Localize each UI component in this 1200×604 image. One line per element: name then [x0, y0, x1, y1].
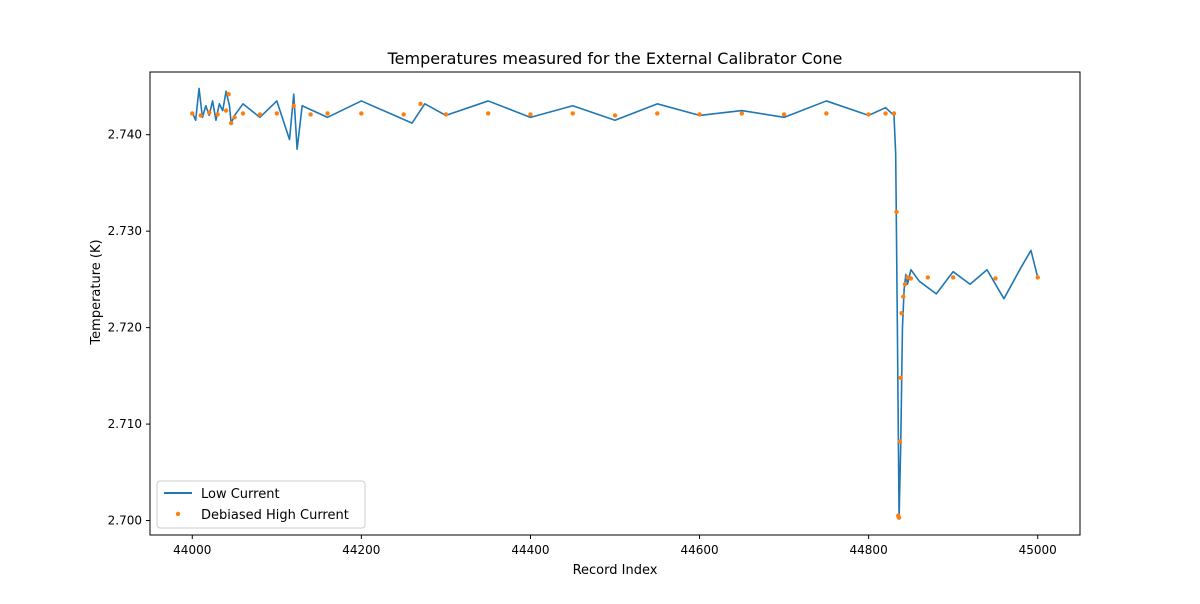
- data-point-debiased-high-current: [655, 111, 660, 116]
- data-point-debiased-high-current: [1035, 275, 1040, 280]
- data-point-debiased-high-current: [896, 515, 902, 520]
- data-point-debiased-high-current: [325, 111, 330, 116]
- x-tick-label: 44600: [680, 543, 718, 557]
- data-point-debiased-high-current: [401, 112, 406, 117]
- data-point-debiased-high-current: [228, 120, 234, 126]
- data-point-debiased-high-current: [781, 112, 787, 117]
- x-tick-label: 44800: [850, 543, 888, 557]
- plot-area: [190, 87, 1040, 520]
- data-point-debiased-high-current: [418, 101, 423, 107]
- data-point-debiased-high-current: [824, 111, 829, 116]
- data-point-debiased-high-current: [291, 103, 296, 108]
- data-point-debiased-high-current: [697, 112, 702, 117]
- data-point-debiased-high-current: [894, 209, 899, 215]
- y-tick-label: 2.700: [108, 514, 142, 528]
- data-point-debiased-high-current: [308, 112, 313, 117]
- data-point-debiased-high-current: [902, 282, 908, 287]
- data-point-debiased-high-current: [198, 113, 203, 118]
- data-point-debiased-high-current: [257, 112, 263, 117]
- legend-swatch-debiased-high-current: [175, 511, 181, 517]
- y-axis-label: Temperature (K): [89, 239, 104, 345]
- data-point-debiased-high-current: [226, 91, 231, 97]
- data-point-debiased-high-current: [950, 275, 956, 280]
- legend-label-low-current: Low Current: [201, 487, 280, 502]
- data-point-debiased-high-current: [739, 111, 745, 116]
- data-point-debiased-high-current: [359, 111, 364, 116]
- data-point-debiased-high-current: [528, 112, 533, 117]
- legend-box: [156, 480, 366, 529]
- data-point-debiased-high-current: [240, 111, 246, 116]
- chart-title: Temperatures measured for the External C…: [387, 49, 843, 68]
- axes: 44000 44200 44400 44600 44800 45000 2.700 2.710…: [108, 71, 1081, 557]
- data-point-debiased-high-current: [925, 275, 931, 280]
- y-tick-label: 2.710: [108, 417, 142, 431]
- data-point-debiased-high-current: [485, 111, 491, 116]
- data-point-debiased-high-current: [190, 111, 195, 116]
- data-point-debiased-high-current: [899, 310, 904, 316]
- data-point-debiased-high-current: [993, 276, 998, 281]
- data-point-debiased-high-current: [274, 111, 280, 116]
- data-point-debiased-high-current: [232, 115, 237, 120]
- legend: Low Current Debiased High Current: [156, 480, 366, 529]
- data-point-debiased-high-current: [891, 111, 897, 116]
- data-point-debiased-high-current: [905, 275, 910, 280]
- x-tick-label: 44400: [511, 543, 549, 557]
- data-point-debiased-high-current: [223, 108, 229, 113]
- data-point-debiased-high-current: [612, 113, 618, 118]
- y-tick-label: 2.740: [108, 128, 142, 142]
- data-point-debiased-high-current: [883, 111, 888, 116]
- data-point-debiased-high-current: [898, 375, 903, 380]
- data-point-debiased-high-current: [215, 112, 220, 117]
- data-point-debiased-high-current: [443, 112, 449, 117]
- x-axis-label: Record Index: [573, 563, 658, 578]
- data-point-debiased-high-current: [570, 111, 575, 116]
- legend-label-debiased-high-current: Debiased High Current: [201, 508, 349, 523]
- x-tick-label: 44200: [342, 543, 380, 557]
- data-point-debiased-high-current: [908, 276, 914, 281]
- data-point-debiased-high-current: [901, 294, 906, 299]
- x-tick-label: 45000: [1019, 543, 1057, 557]
- data-point-debiased-high-current: [206, 110, 212, 115]
- x-tick-label: 44000: [173, 543, 211, 557]
- data-point-debiased-high-current: [866, 112, 871, 117]
- y-tick-label: 2.720: [108, 321, 142, 335]
- series-line-low-current: [191, 87, 1039, 520]
- data-point-debiased-high-current: [897, 439, 903, 444]
- y-tick-label: 2.730: [108, 224, 142, 238]
- axes-frame: [149, 71, 1081, 536]
